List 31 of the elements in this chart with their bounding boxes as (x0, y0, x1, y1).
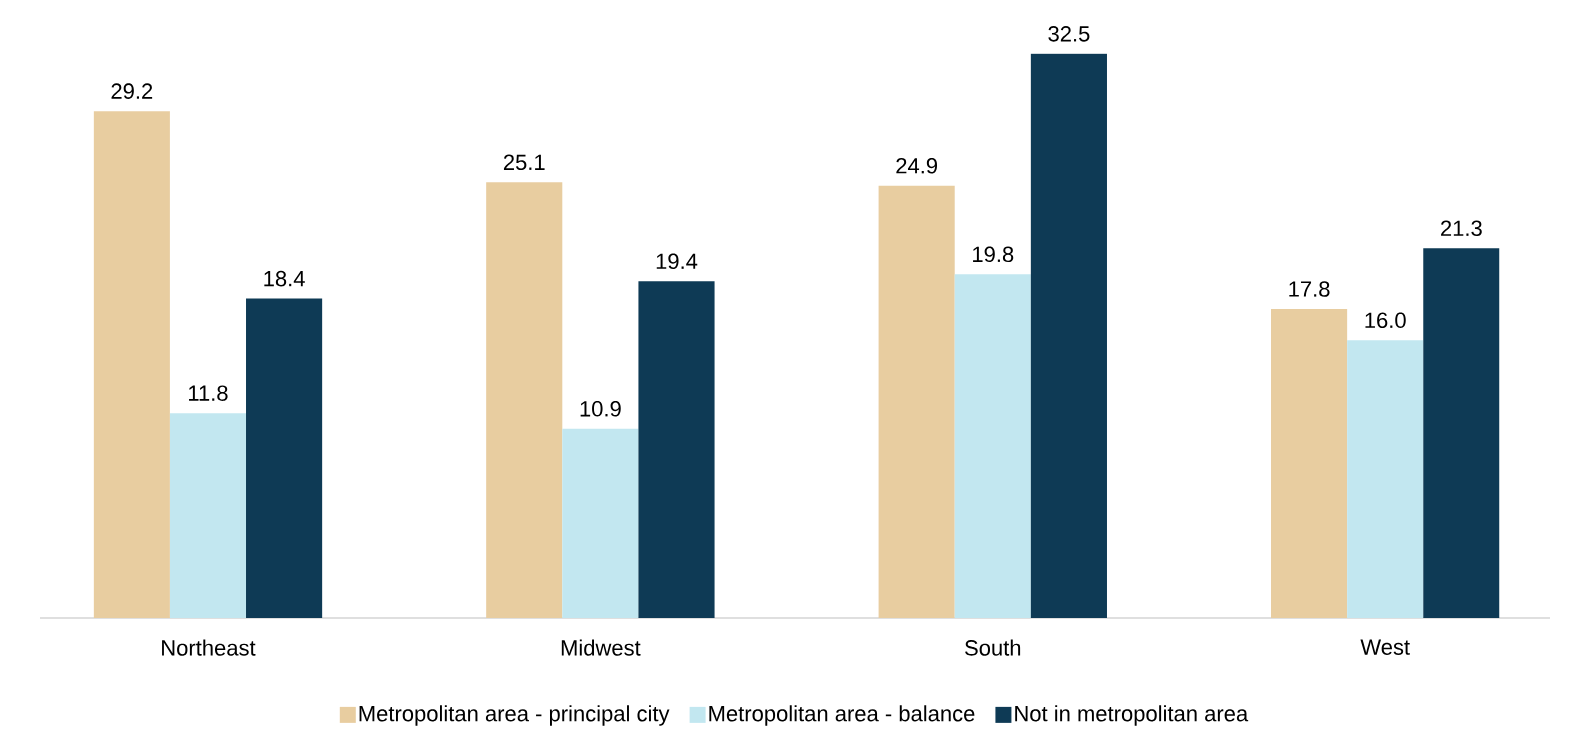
data-label: 24.9 (896, 157, 938, 174)
data-label: 32.5 (1048, 26, 1090, 42)
x-tick-label: Northeast (162, 639, 256, 656)
x-tick-label: West (1360, 639, 1410, 655)
data-label: 19.8 (973, 246, 1014, 263)
bar (486, 182, 563, 618)
data-label: 19.4 (656, 253, 698, 270)
bar (246, 298, 323, 618)
data-label: 18.4 (264, 270, 305, 287)
legend-label: Not in metropolitan area (1015, 705, 1249, 726)
bar (93, 111, 170, 618)
data-label: 10.9 (580, 401, 621, 417)
bar (954, 274, 1031, 618)
data-label: 16.0 (1365, 312, 1406, 329)
bar (878, 185, 955, 618)
legend-label: Metropolitan area - principal city (359, 705, 670, 726)
bar (1423, 248, 1500, 618)
data-label: 11.8 (189, 385, 228, 401)
x-tick-label: Midwest (561, 639, 641, 656)
bar (1347, 340, 1424, 618)
data-label: 21.3 (1441, 220, 1482, 237)
legend-label: Metropolitan area - balance (709, 705, 975, 726)
bar (562, 428, 639, 618)
data-label: 29.2 (111, 83, 153, 99)
bar (1271, 309, 1348, 618)
x-tick-label: South (965, 639, 1021, 656)
data-label: 17.8 (1289, 281, 1330, 297)
bar (169, 413, 247, 618)
bar (638, 281, 715, 618)
data-label: 25.1 (503, 154, 545, 171)
bar (1030, 53, 1107, 618)
